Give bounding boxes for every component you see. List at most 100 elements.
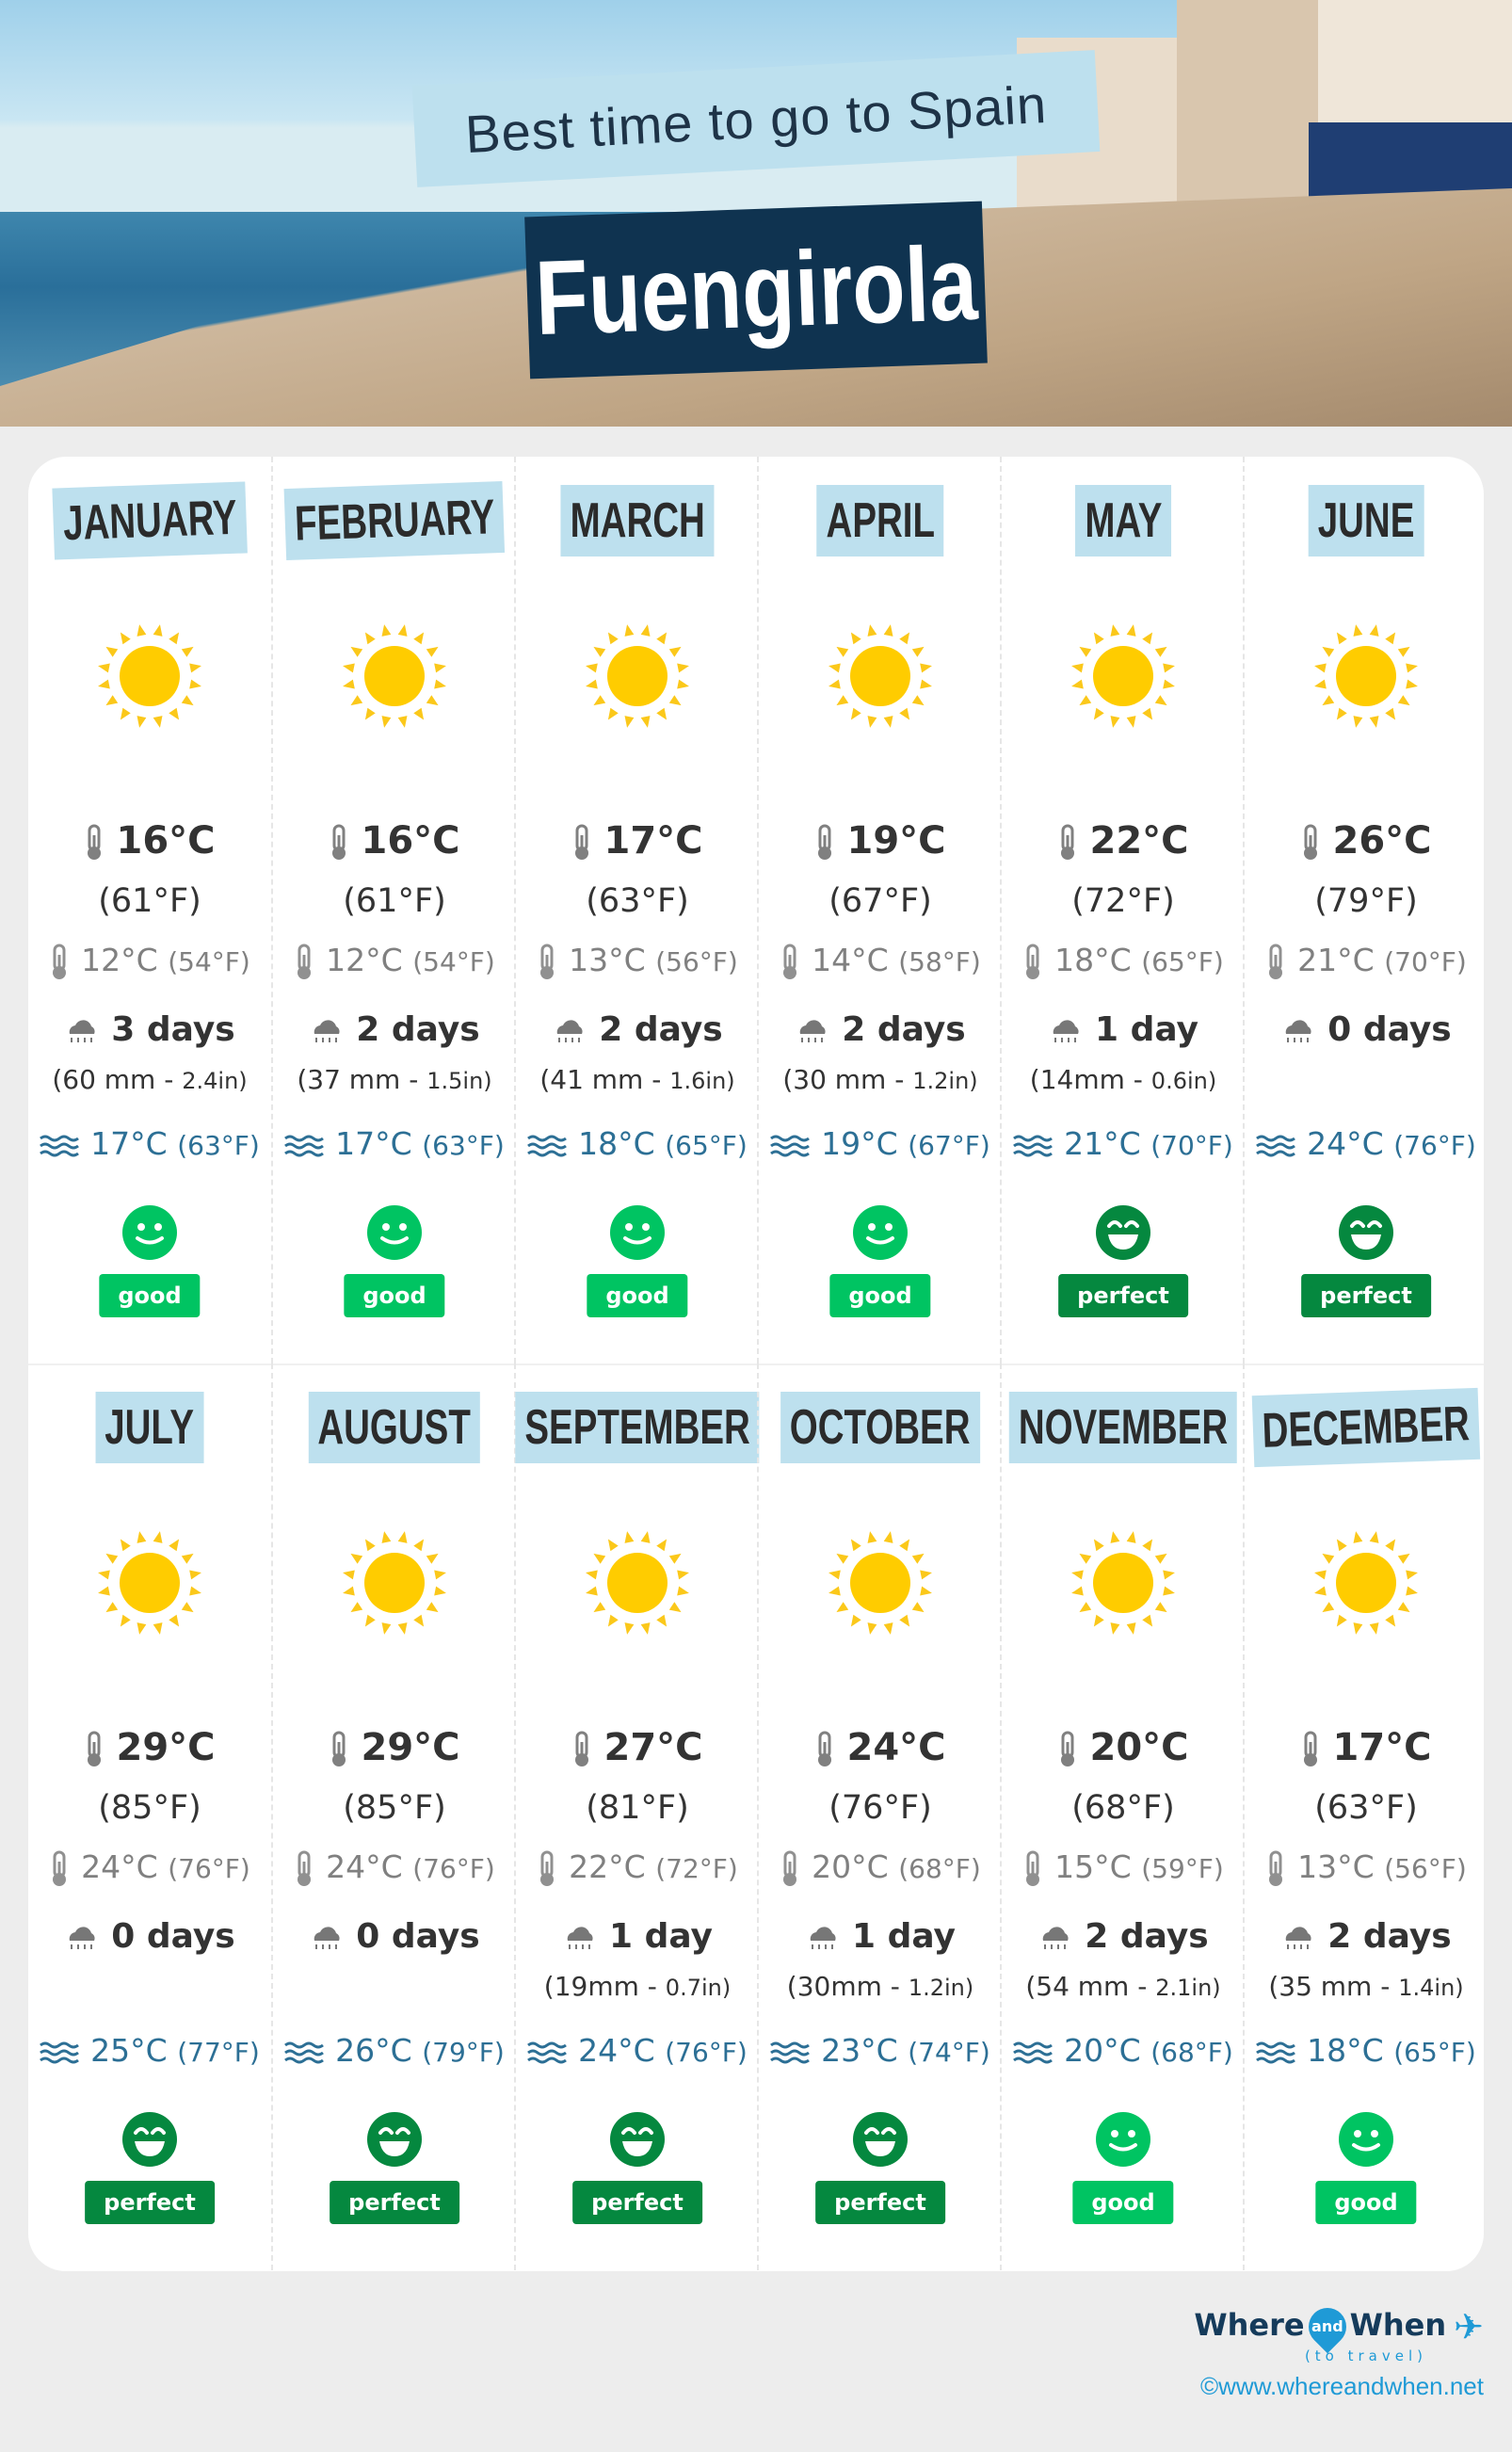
rating-badge: good [344, 1274, 445, 1317]
sea-temperature: 17°C (63°F) [273, 1125, 516, 1162]
page-title-text: Fuengirola [533, 223, 979, 357]
rain-days: 1 day [1002, 1010, 1245, 1049]
high-temperature-f: (61°F) [343, 882, 446, 920]
sun-icon [95, 621, 204, 731]
waves-icon [40, 2032, 90, 2069]
high-temperature: 17°C [1245, 1726, 1488, 1769]
low-temperature: 24°C (76°F) [273, 1848, 516, 1888]
where-and-when-logo[interactable]: Where and When [1194, 2299, 1446, 2354]
thermometer-icon [571, 1726, 603, 1769]
rain-days: 1 day [759, 1917, 1002, 1956]
month-cell-january: JANUARY 16°C (61°F) 12°C (54°F) 3 days (… [28, 457, 271, 1363]
rain-days: 2 days [273, 1010, 516, 1049]
month-label: APRIL [816, 485, 944, 557]
sea-temperature: 25°C (77°F) [28, 2032, 271, 2069]
thermometer-icon [571, 819, 603, 863]
month-label: FEBRUARY [283, 480, 506, 561]
smile-face-icon [367, 1205, 422, 1260]
sun-icon [340, 1528, 449, 1637]
waves-icon [1013, 2032, 1064, 2069]
low-temperature: 18°C (65°F) [1002, 942, 1245, 981]
rain-cloud-icon [1280, 1010, 1327, 1049]
website-link[interactable]: ©www.whereandwhen.net [1200, 2372, 1484, 2400]
rain-days: 2 days [516, 1010, 759, 1049]
sun-icon [826, 621, 935, 731]
waves-icon [527, 1125, 578, 1162]
month-cell-november: NOVEMBER 20°C (68°F) 15°C (59°F) 2 days … [1000, 1363, 1245, 2270]
month-label: SEPTEMBER [515, 1392, 760, 1463]
waves-icon [40, 1125, 90, 1162]
rain-days: 0 days [1245, 1010, 1488, 1049]
low-temperature: 13°C (56°F) [516, 942, 759, 981]
low-temperature: 12°C (54°F) [28, 942, 271, 981]
month-cell-april: APRIL 19°C (67°F) 14°C (58°F) 2 days (30… [757, 457, 1002, 1363]
logo-row: Where and When ✈ [1194, 2299, 1484, 2354]
low-temperature: 15°C (59°F) [1002, 1848, 1245, 1888]
rain-days: 0 days [273, 1917, 516, 1956]
sea-temperature: 19°C (67°F) [759, 1125, 1002, 1162]
building [1177, 0, 1327, 226]
row-divider [28, 1363, 1484, 1365]
thermometer-low-icon [537, 942, 569, 979]
thermometer-low-icon [1022, 1848, 1054, 1886]
month-label: JANUARY [52, 481, 248, 560]
grin-face-icon [367, 2112, 422, 2167]
high-temperature: 16°C [273, 819, 516, 863]
high-temperature: 29°C [273, 1726, 516, 1769]
thermometer-icon [1057, 819, 1089, 863]
sun-icon [340, 621, 449, 731]
high-temperature-f: (85°F) [343, 1789, 446, 1827]
high-temperature-f: (76°F) [828, 1789, 932, 1827]
month-label: DECEMBER [1251, 1387, 1481, 1468]
high-temperature: 20°C [1002, 1726, 1245, 1769]
high-temperature-f: (67°F) [828, 882, 932, 920]
low-temperature: 14°C (58°F) [759, 942, 1002, 981]
high-temperature: 16°C [28, 819, 271, 863]
low-temperature: 13°C (56°F) [1245, 1848, 1488, 1888]
thermometer-low-icon [780, 942, 812, 979]
month-cell-july: JULY 29°C (85°F) 24°C (76°F) 0 days 25°C… [28, 1363, 271, 2270]
month-cell-february: FEBRUARY 16°C (61°F) 12°C (54°F) 2 days … [271, 457, 516, 1363]
rating-badge: perfect [815, 2181, 945, 2224]
rain-cloud-icon [1048, 1010, 1095, 1049]
rain-amount: (54 mm - 2.1in) [1025, 1971, 1221, 2002]
month-cell-september: SEPTEMBER 27°C (81°F) 22°C (72°F) 1 day … [514, 1363, 760, 2270]
sun-icon [826, 1528, 935, 1637]
rain-cloud-icon [64, 1010, 111, 1049]
thermometer-low-icon [780, 1848, 812, 1886]
sun-icon [583, 621, 692, 731]
rain-amount: (19mm - 0.7in) [543, 1971, 732, 2002]
thermometer-icon [84, 819, 116, 863]
rating-badge: perfect [572, 2181, 702, 2224]
hero-image: Best time to go to Spain Fuengirola [0, 0, 1512, 427]
sea-temperature: 20°C (68°F) [1002, 2032, 1245, 2069]
sea-temperature: 18°C (65°F) [516, 1125, 759, 1162]
rain-cloud-icon [64, 1917, 111, 1956]
high-temperature-f: (81°F) [586, 1789, 689, 1827]
rain-cloud-icon [552, 1010, 599, 1049]
sun-icon [1311, 621, 1421, 731]
thermometer-icon [814, 819, 846, 863]
rain-amount: (41 mm - 1.6in) [539, 1064, 735, 1095]
thermometer-low-icon [49, 942, 81, 979]
climate-calendar: JANUARY 16°C (61°F) 12°C (54°F) 3 days (… [28, 457, 1484, 2271]
grin-face-icon [122, 2112, 177, 2167]
rating-badge: good [1315, 2181, 1417, 2224]
waves-icon [1256, 1125, 1307, 1162]
rain-cloud-icon [562, 1917, 609, 1956]
thermometer-icon [1057, 1726, 1089, 1769]
month-cell-december: DECEMBER 17°C (63°F) 13°C (56°F) 2 days … [1243, 1363, 1488, 2270]
thermometer-icon [814, 1726, 846, 1769]
high-temperature: 22°C [1002, 819, 1245, 863]
rain-amount: (14mm - 0.6in) [1029, 1064, 1217, 1095]
rain-days: 0 days [28, 1917, 271, 1956]
rating-badge: good [829, 1274, 931, 1317]
waves-icon [770, 1125, 821, 1162]
thermometer-icon [1300, 819, 1332, 863]
rain-days: 2 days [1245, 1917, 1488, 1956]
sea-temperature: 26°C (79°F) [273, 2032, 516, 2069]
sun-icon [1069, 621, 1178, 731]
plane-icon: ✈ [1454, 2305, 1484, 2347]
month-label: MAY [1075, 485, 1171, 557]
thermometer-low-icon [294, 942, 326, 979]
